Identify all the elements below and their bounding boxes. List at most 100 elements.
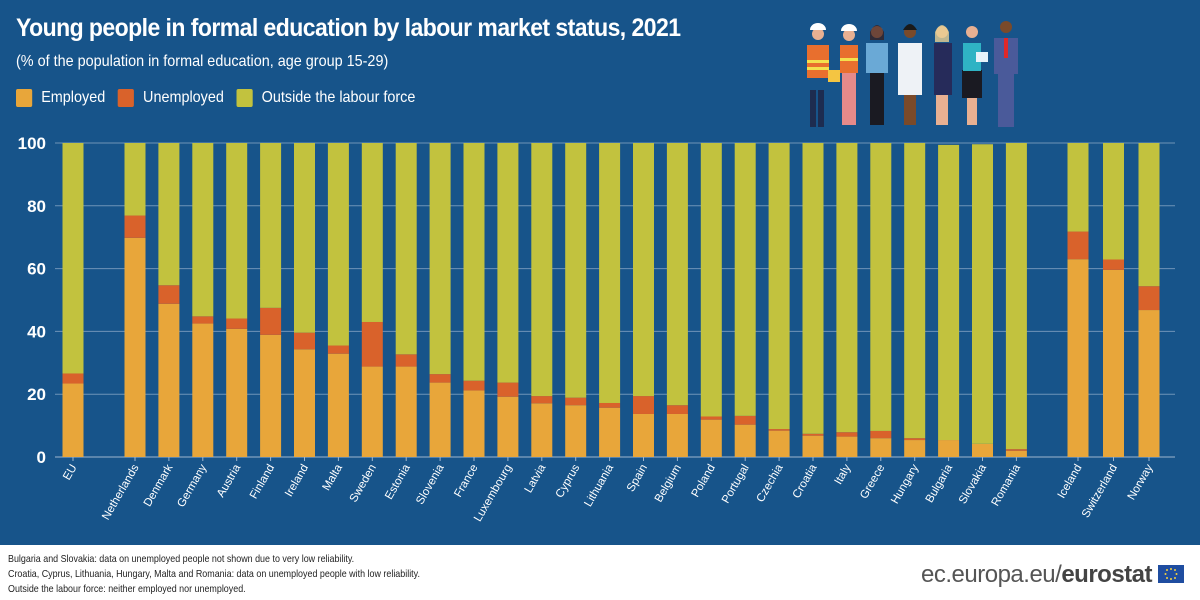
brand-prefix: ec.europa.eu/ [921, 561, 1062, 588]
bar-segment-employed [1005, 450, 1027, 457]
bar-segment-outside [226, 143, 248, 319]
bar-segment-employed [700, 419, 722, 457]
x-tick-label: Greece [858, 463, 887, 502]
x-tick-label: Malta [321, 462, 346, 493]
bar-segment-outside [62, 143, 84, 374]
x-tick-label: Switzerland [1080, 463, 1120, 520]
doctor-figure [898, 24, 922, 125]
bar-segment-outside [700, 143, 722, 417]
bar-segment-outside [972, 144, 993, 444]
bar-segment-unemployed [734, 415, 756, 425]
bar-segment-unemployed [1103, 259, 1124, 270]
workers-illustration [807, 21, 1018, 127]
bar-segment-outside [666, 143, 688, 406]
bar-segment-employed [531, 403, 553, 457]
x-tick-label: Slovenia [414, 462, 447, 507]
bar-segment-outside [497, 143, 519, 383]
bar-segment-unemployed [497, 382, 519, 397]
x-tick-label: Romania [990, 462, 1024, 508]
bar-segment-employed [836, 436, 858, 457]
chart-subtitle: (% of the population in formal education… [16, 53, 389, 70]
x-tick-label: Cyprus [554, 462, 583, 500]
footnote: Bulgaria and Slovakia: data on unemploye… [8, 553, 355, 565]
worker-figure [934, 25, 952, 125]
bar-segment-employed [497, 396, 519, 457]
x-tick-label: France [452, 463, 480, 500]
x-tick-label: Finland [248, 463, 277, 502]
bar-segment-outside [260, 143, 282, 308]
bar-segment-unemployed [599, 402, 621, 408]
bar-segment-unemployed [768, 429, 790, 431]
bar-segment-outside [633, 143, 654, 397]
x-tick-label: Italy [833, 462, 854, 486]
bar-segment-employed [633, 413, 654, 457]
bar-segment-outside [904, 143, 926, 439]
x-tick-label: Estonia [383, 462, 413, 502]
bar-segment-employed [972, 443, 993, 457]
bar-segment-employed [734, 424, 756, 457]
bar-segment-unemployed [361, 321, 383, 367]
bar-segment-outside [734, 143, 756, 416]
bar-segment-employed [666, 413, 688, 457]
chart-title: Young people in formal education by labo… [16, 14, 681, 42]
x-tick-label: Poland [690, 463, 718, 500]
bar-segment-employed [158, 303, 180, 457]
bar-segment-employed [429, 382, 451, 457]
bar-segment-unemployed [802, 433, 824, 436]
bar-segment-unemployed [531, 396, 553, 404]
bar-segment-unemployed [700, 416, 722, 420]
bar-segment-outside [1138, 143, 1160, 287]
x-tick-label: Latvia [523, 462, 549, 495]
bar-segment-outside [395, 143, 417, 355]
bar-segment-employed [124, 237, 146, 457]
legend-swatch-employed [16, 89, 33, 107]
bar-segment-outside [599, 143, 621, 403]
bar-segment-employed [327, 353, 349, 457]
footnote: Outside the labour force: neither employ… [8, 583, 246, 595]
eurostat-link[interactable]: ec.europa.eu/eurostat [921, 561, 1152, 589]
stacked-bar-chart: 0 20 40 60 80 100 EU Netherlands Denmark Germany A… [18, 134, 1175, 524]
bar-segment-employed [938, 440, 960, 457]
y-tick-label: 20 [27, 385, 46, 404]
worker-figure [840, 24, 858, 125]
x-tick-label: Iceland [1056, 463, 1085, 501]
bar-segment-unemployed [565, 397, 587, 406]
bar-segment-outside [531, 143, 553, 397]
y-tick-label: 60 [27, 260, 46, 279]
bar-segment-employed [870, 438, 892, 457]
businessman-figure [994, 21, 1018, 127]
x-tick-label: Bulgaria [924, 462, 956, 505]
bar-segment-outside [158, 143, 180, 286]
bar-segment-unemployed [294, 332, 315, 350]
legend-label: Unemployed [143, 89, 224, 106]
bar-segment-employed [599, 407, 621, 457]
x-tick-label: Sweden [348, 463, 379, 505]
legend-label: Employed [41, 89, 106, 106]
bar-segment-unemployed [327, 345, 349, 354]
bar-segment-employed [802, 435, 824, 457]
bar-segment-unemployed [463, 380, 485, 391]
bar-segment-employed [1067, 259, 1089, 457]
worker-figure [807, 23, 840, 127]
bar-segment-employed [260, 334, 282, 457]
bar-segment-outside [124, 143, 146, 216]
y-tick-label: 40 [27, 322, 46, 341]
x-tick-label: Austria [215, 462, 244, 500]
worker-figure [866, 25, 888, 125]
bar-segment-outside [429, 143, 451, 375]
bar-segment-employed [1103, 269, 1124, 457]
bar-segment-unemployed [192, 316, 214, 324]
bar-segment-unemployed [226, 318, 248, 329]
bar-segment-unemployed [836, 432, 858, 437]
bar-segment-outside [565, 143, 587, 398]
bar-segment-employed [395, 366, 417, 457]
bar-segment-unemployed [158, 285, 180, 304]
bar-segment-outside [463, 143, 485, 381]
bar-segment-employed [62, 383, 84, 457]
y-tick-label: 80 [27, 197, 46, 216]
bar-segment-unemployed [124, 215, 146, 238]
bar-segment-outside [1067, 143, 1089, 232]
bar-segment-outside [768, 143, 790, 430]
bar-segment-outside [802, 143, 824, 434]
worker-figure [962, 26, 988, 125]
